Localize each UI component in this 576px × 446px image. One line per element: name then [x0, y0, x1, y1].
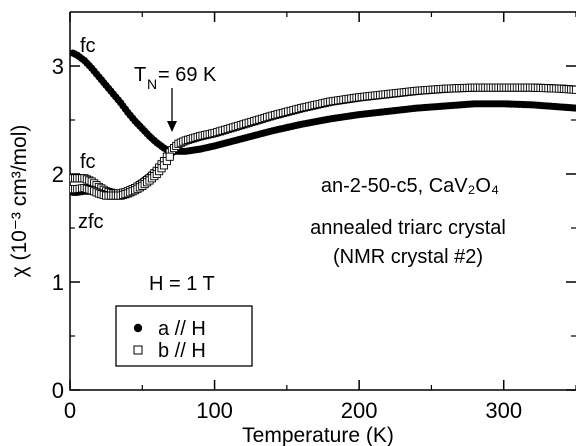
series-b-parallel-h [70, 83, 576, 200]
y-tick-label: 0 [52, 378, 64, 403]
x-axis-label: Temperature (K) [242, 424, 394, 446]
axis-ticks [69, 12, 576, 391]
legend-label-a: a // H [158, 318, 206, 340]
neel-temperature-annotation: T N = 69 K [134, 64, 217, 132]
sample-description: annealed triarc crystal [310, 217, 506, 239]
zfc-label: zfc [78, 211, 104, 233]
data-point [572, 104, 576, 112]
y-tick-label: 3 [52, 54, 64, 79]
tn-arrow-head [167, 121, 177, 132]
legend-label-b: b // H [158, 340, 206, 362]
x-tick-label: 200 [341, 398, 378, 423]
x-tick-label: 300 [485, 398, 522, 423]
sample-info: an-2-50-c5, CaV₂O₄ annealed triarc cryst… [310, 175, 506, 268]
data-marks [70, 49, 576, 200]
y-axis-label: χ (10⁻³ cm³/mol) [8, 125, 31, 278]
fc-lower-label: fc [80, 151, 96, 173]
data-point [165, 152, 174, 161]
legend-field-label: H = 1 T [149, 273, 215, 295]
data-point [571, 85, 576, 94]
sample-name: an-2-50-c5, CaV₂O₄ [321, 175, 499, 197]
sample-note: (NMR crystal #2) [333, 246, 483, 268]
legend-marker-b [133, 345, 143, 355]
legend-box [115, 305, 253, 367]
tn-symbol: T [134, 64, 146, 86]
x-tick-label: 100 [196, 398, 233, 423]
fc-upper-label: fc [80, 35, 96, 57]
y-tick-label: 2 [52, 162, 64, 187]
y-tick-label: 1 [52, 270, 64, 295]
tn-subscript: N [147, 76, 157, 92]
tn-value: = 69 K [158, 64, 217, 86]
legend: a // H b // H [115, 305, 253, 367]
x-tick-label: 0 [64, 398, 76, 423]
legend-marker-a [133, 323, 143, 333]
tick-labels: 0 100 200 300 0 1 2 3 [52, 54, 522, 423]
